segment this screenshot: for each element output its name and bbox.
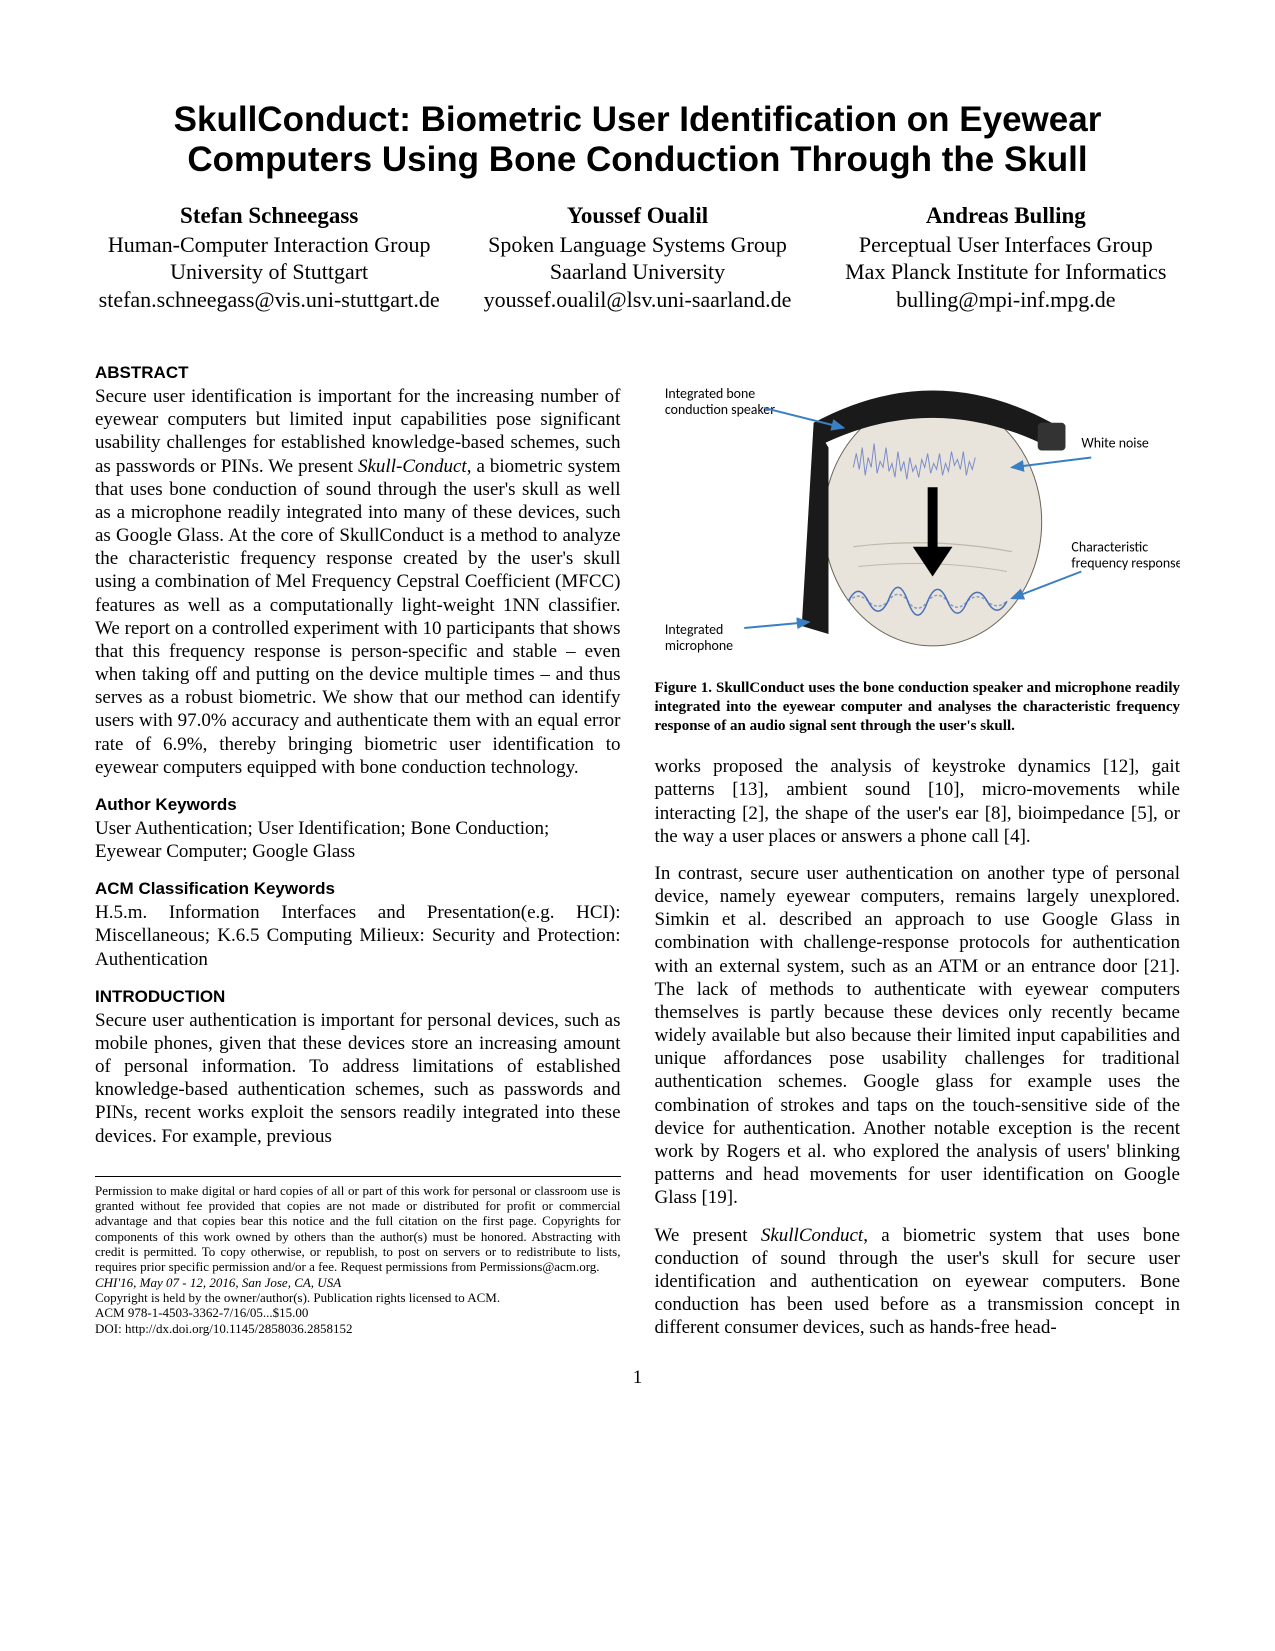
author-name: Youssef Oualil (463, 203, 811, 229)
author-affiliation: Spoken Language Systems Group (463, 231, 811, 259)
acm-keywords-heading: ACM Classification Keywords (95, 879, 621, 899)
permission-acm: ACM 978-1-4503-3362-7/16/05...$15.00 (95, 1305, 308, 1320)
author-name: Stefan Schneegass (95, 203, 443, 229)
acm-keywords-body: H.5.m. Information Interfaces and Presen… (95, 901, 621, 971)
author-keywords-body: User Authentication; User Identification… (95, 817, 621, 863)
figure-label-speaker: Integrated boneconduction speaker (664, 385, 774, 418)
author-affiliation: Human-Computer Interaction Group (95, 231, 443, 259)
author-affiliation: Max Planck Institute for Informatics (832, 258, 1180, 286)
author-affiliation: Saarland University (463, 258, 811, 286)
author-email: youssef.oualil@lsv.uni-saarland.de (463, 286, 811, 314)
left-column: ABSTRACT Secure user identification is i… (95, 363, 621, 1339)
author-email: stefan.schneegass@vis.uni-stuttgart.de (95, 286, 443, 314)
abstract-heading: ABSTRACT (95, 363, 621, 383)
figure-label-mic: Integrated microphone (664, 621, 732, 654)
author-affiliation: University of Stuttgart (95, 258, 443, 286)
right-paragraph-2: In contrast, secure user authentication … (655, 862, 1181, 1210)
author-1: Stefan Schneegass Human-Computer Interac… (95, 203, 443, 314)
figure-1: Integrated boneconduction speaker White … (655, 367, 1181, 667)
page-number: 1 (95, 1367, 1180, 1389)
author-email: bulling@mpi-inf.mpg.de (832, 286, 1180, 314)
abstract-body: Secure user identification is important … (95, 385, 621, 779)
right-column: Integrated boneconduction speaker White … (655, 363, 1181, 1339)
author-2: Youssef Oualil Spoken Language Systems G… (463, 203, 811, 314)
figure-label-response: Characteristic frequency response (1071, 539, 1180, 572)
introduction-heading: INTRODUCTION (95, 987, 621, 1007)
author-name: Andreas Bulling (832, 203, 1180, 229)
author-block: Stefan Schneegass Human-Computer Interac… (95, 203, 1180, 314)
permission-text: Permission to make digital or hard copie… (95, 1183, 621, 1275)
author-3: Andreas Bulling Perceptual User Interfac… (832, 203, 1180, 314)
permission-block: Permission to make digital or hard copie… (95, 1176, 621, 1336)
permission-doi: DOI: http://dx.doi.org/10.1145/2858036.2… (95, 1321, 352, 1336)
right-paragraph-1: works proposed the analysis of keystroke… (655, 755, 1181, 848)
author-keywords-heading: Author Keywords (95, 795, 621, 815)
permission-venue: CHI'16, May 07 - 12, 2016, San Jose, CA,… (95, 1275, 341, 1290)
permission-copyright: Copyright is held by the owner/author(s)… (95, 1290, 500, 1305)
introduction-body-1: Secure user authentication is important … (95, 1009, 621, 1148)
figure-label-noise: White noise (1081, 435, 1149, 452)
paper-title: SkullConduct: Biometric User Identificat… (95, 100, 1180, 181)
right-paragraph-3: We present SkullConduct, a biometric sys… (655, 1224, 1181, 1340)
figure-1-svg: Integrated boneconduction speaker White … (655, 367, 1181, 662)
author-affiliation: Perceptual User Interfaces Group (832, 231, 1180, 259)
figure-1-caption: Figure 1. SkullConduct uses the bone con… (655, 679, 1181, 735)
